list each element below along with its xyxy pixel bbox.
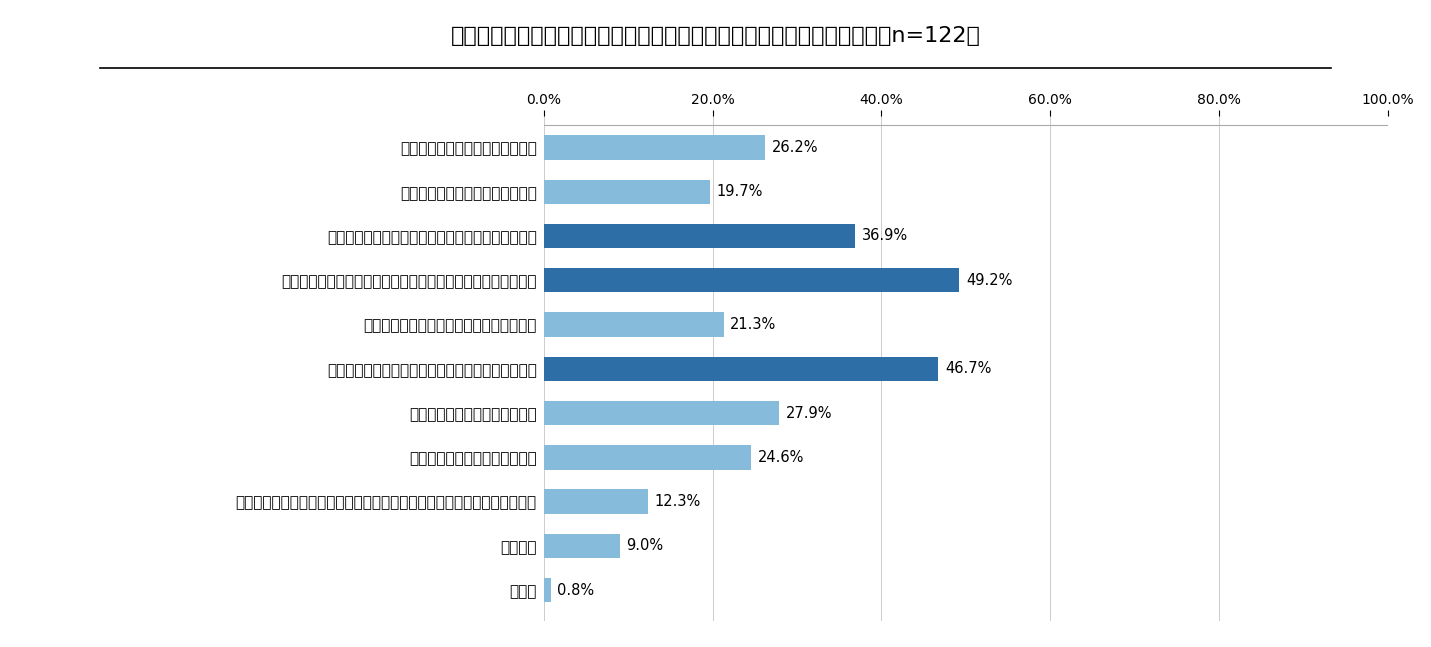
Text: 27.9%: 27.9%	[786, 406, 833, 421]
Bar	[544, 356, 939, 381]
Text: 新型コロナウイルスの影響が高卒採用にどのように影響していますか。（n=122）: 新型コロナウイルスの影響が高卒採用にどのように影響していますか。（n=122）	[451, 26, 980, 46]
Bar	[544, 135, 766, 160]
Bar	[544, 224, 856, 248]
Bar	[544, 313, 724, 336]
Bar	[544, 445, 751, 470]
Text: 19.7%: 19.7%	[717, 184, 763, 199]
Bar	[544, 578, 551, 602]
Text: 0.8%: 0.8%	[557, 583, 594, 598]
Text: 26.2%: 26.2%	[771, 140, 819, 155]
Bar	[544, 534, 620, 558]
Bar	[544, 489, 648, 514]
Bar	[544, 401, 780, 425]
Text: 24.6%: 24.6%	[758, 450, 804, 465]
Text: 21.3%: 21.3%	[730, 317, 777, 332]
Text: 36.9%: 36.9%	[861, 228, 909, 243]
Text: 46.7%: 46.7%	[944, 361, 992, 377]
Bar	[544, 268, 959, 292]
Bar	[544, 179, 710, 204]
Text: 49.2%: 49.2%	[966, 273, 1012, 288]
Text: 12.3%: 12.3%	[654, 494, 701, 509]
Text: 9.0%: 9.0%	[627, 538, 664, 553]
